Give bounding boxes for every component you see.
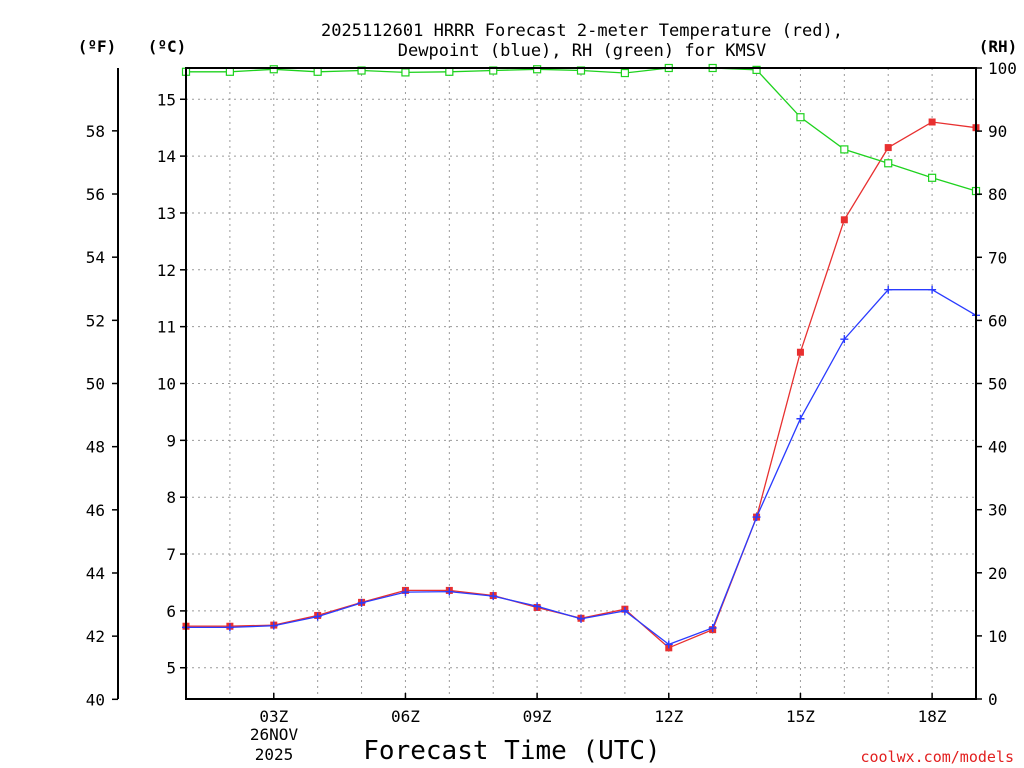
dewpoint-point (533, 602, 542, 611)
x-tick-label: 15Z (786, 707, 815, 726)
celsius-tick-label: 8 (166, 488, 176, 507)
fahrenheit-tick-label: 42 (86, 627, 105, 646)
rh-tick-label: 40 (988, 438, 1007, 457)
dewpoint-point (577, 614, 585, 623)
dewpoint-point (796, 414, 805, 423)
dewpoint-point (928, 285, 937, 294)
fahrenheit-tick-label: 52 (86, 311, 105, 330)
rh-point (445, 67, 454, 76)
dewpoint-point (752, 513, 761, 522)
x-tick-label: 03Z (259, 707, 288, 726)
rh-tick-label: 90 (988, 122, 1007, 141)
temperature-point (840, 216, 848, 224)
fahrenheit-tick-label: 50 (86, 375, 105, 394)
rh-point (269, 65, 278, 74)
x-tick-label: 06Z (391, 707, 420, 726)
dewpoint-point (708, 623, 717, 632)
rh-tick-label: 50 (988, 375, 1007, 394)
fahrenheit-tick-label: 44 (86, 564, 105, 583)
date-label-day: 26NOV (250, 725, 299, 744)
dewpoint-point (225, 623, 234, 632)
celsius-unit-label: (ºC) (148, 37, 187, 56)
celsius-tick-label: 14 (157, 147, 176, 166)
rh-tick-label: 30 (988, 501, 1007, 520)
x-axis-title: Forecast Time (UTC) (363, 736, 660, 766)
rh-tick-label: 20 (988, 564, 1007, 583)
date-label-year: 2025 (255, 745, 294, 764)
rh-point (752, 65, 761, 74)
chart-title-line2: Dewpoint (blue), RH (green) for KMSV (398, 41, 766, 61)
fahrenheit-tick-label: 54 (86, 248, 105, 267)
dewpoint-point (445, 587, 454, 596)
dewpoint-point (313, 612, 322, 621)
fahrenheit-tick-label: 58 (86, 122, 105, 141)
temperature-point (796, 348, 804, 356)
dewpoint-point (840, 335, 849, 344)
fahrenheit-tick-label: 56 (86, 185, 105, 204)
celsius-tick-label: 12 (157, 261, 176, 280)
chart-title-line1: 2025112601 HRRR Forecast 2-meter Tempera… (321, 21, 843, 41)
series-layer (181, 63, 981, 652)
dewpoint-point (664, 640, 673, 649)
dewpoint-point (401, 588, 410, 597)
rh-point (928, 173, 937, 182)
celsius-tick-label: 7 (166, 545, 176, 564)
dewpoint-point (489, 592, 498, 601)
rh-point (313, 67, 322, 76)
celsius-tick-label: 10 (157, 375, 176, 394)
rh-tick-label: 10 (988, 627, 1007, 646)
rh-tick-label: 60 (988, 311, 1007, 330)
celsius-tick-label: 13 (157, 204, 176, 223)
rh-point (533, 65, 542, 74)
x-tick-label: 09Z (523, 707, 552, 726)
dewpoint-point (620, 606, 629, 615)
rh-point (840, 145, 849, 154)
celsius-tick-label: 15 (157, 90, 176, 109)
celsius-tick-label: 5 (166, 659, 176, 678)
rh-tick-label: 80 (988, 185, 1007, 204)
credit-label: coolwx.com/models (860, 748, 1014, 766)
rh-point (225, 67, 234, 76)
rh-tick-label: 100 (988, 59, 1017, 78)
fahrenheit-unit-label: (ºF) (78, 37, 117, 56)
fahrenheit-tick-label: 46 (86, 501, 105, 520)
rh-point (884, 159, 893, 168)
fahrenheit-tick-label: 48 (86, 438, 105, 457)
rh-point (796, 113, 805, 122)
fahrenheit-tick-label: 40 (86, 690, 105, 709)
rh-point (620, 68, 629, 78)
grid-layer (186, 68, 976, 699)
axis-layer: 5678910111213141540424446485052545658010… (86, 59, 1017, 726)
celsius-tick-label: 11 (157, 318, 176, 337)
dewpoint-point (269, 621, 278, 630)
dewpoint-point (357, 598, 366, 607)
temperature-point (884, 144, 892, 152)
x-tick-label: 18Z (918, 707, 947, 726)
rh-unit-label: (RH) (979, 37, 1018, 56)
rh-tick-label: 0 (988, 690, 998, 709)
temperature-point (928, 118, 936, 126)
rh-point (401, 68, 410, 77)
x-tick-label: 12Z (654, 707, 683, 726)
dewpoint-point (884, 285, 893, 294)
celsius-tick-label: 6 (166, 602, 176, 621)
plot-frame (185, 67, 977, 700)
celsius-tick-label: 9 (166, 431, 176, 450)
rh-tick-label: 70 (988, 248, 1007, 267)
